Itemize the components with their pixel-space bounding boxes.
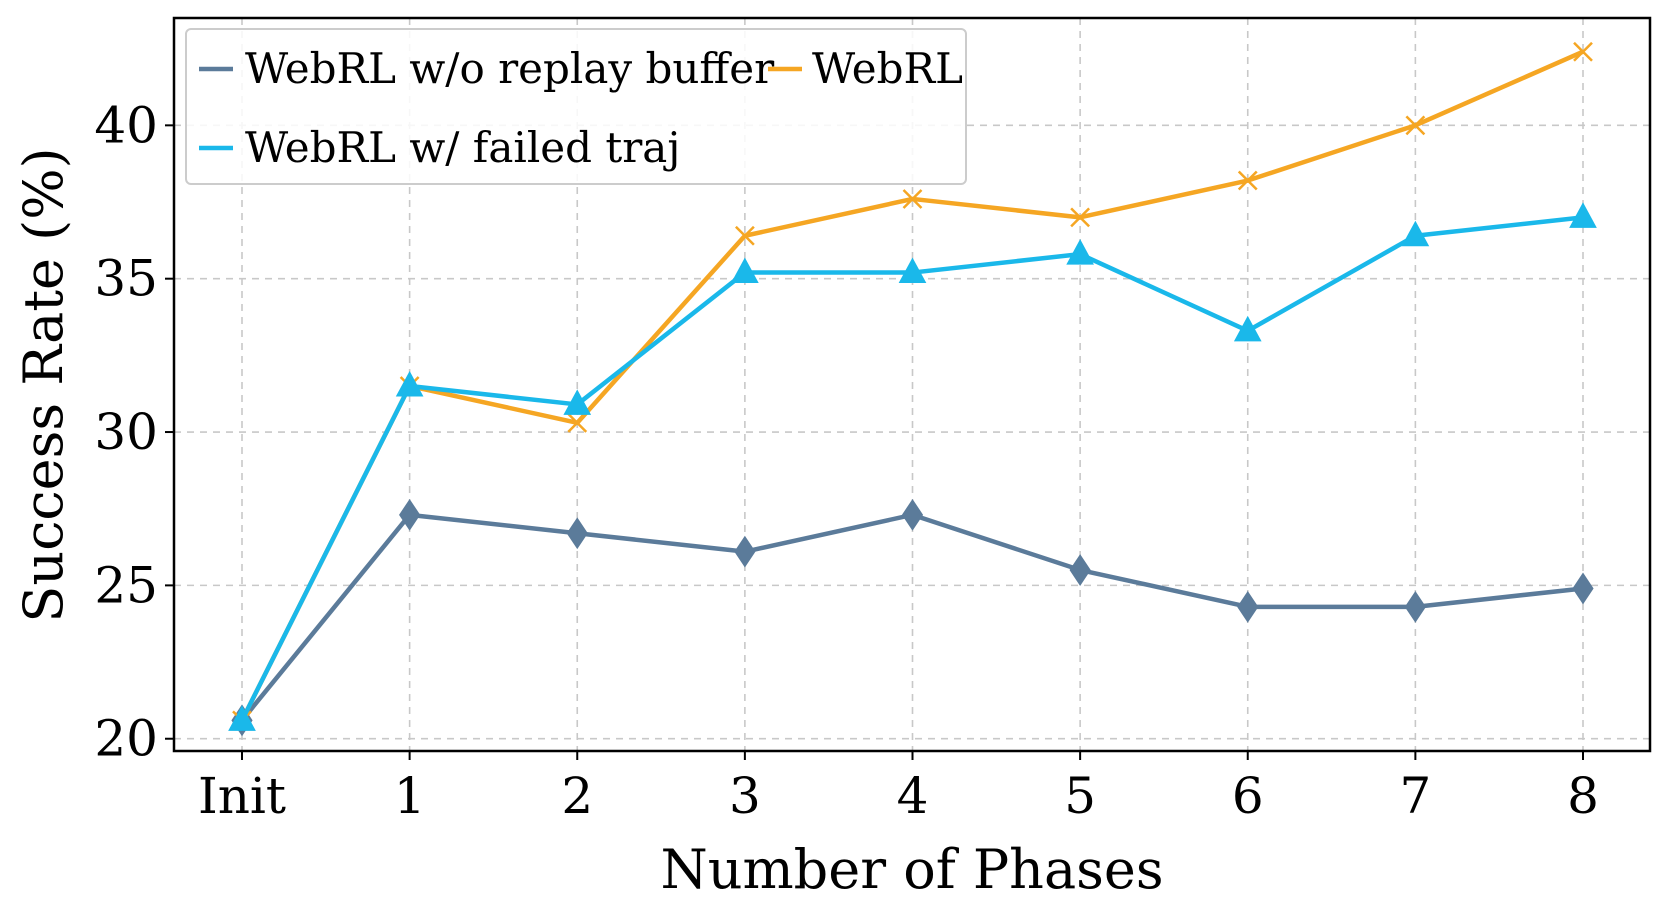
data-point-marker — [566, 517, 588, 550]
x-tick-label: 6 — [1232, 767, 1264, 825]
series-lines — [228, 41, 1597, 737]
data-point-marker — [902, 189, 923, 209]
data-point-marker — [1572, 572, 1594, 605]
legend-item: WebRL w/ failed traj — [199, 123, 680, 172]
y-tick-label: 30 — [94, 403, 158, 461]
x-tick-label: 8 — [1567, 767, 1599, 825]
x-tick-label: 1 — [394, 767, 426, 825]
data-point-marker — [399, 498, 421, 531]
data-point-marker — [898, 257, 927, 284]
legend-label: WebRL w/o replay buffer — [245, 44, 775, 93]
y-tick-label: 40 — [94, 96, 158, 154]
x-tick-label: 4 — [897, 767, 929, 825]
data-point-marker — [1405, 115, 1426, 136]
data-point-marker — [1069, 554, 1091, 586]
data-point-marker — [563, 389, 592, 415]
data-point-marker — [901, 498, 924, 531]
data-point-marker — [1237, 590, 1259, 623]
x-tick-label: 7 — [1399, 767, 1431, 825]
data-point-marker — [1573, 41, 1593, 62]
data-point-marker — [228, 705, 256, 731]
data-point-marker — [567, 412, 588, 433]
legend-item: WebRL w/o replay buffer — [199, 44, 775, 93]
data-point-marker — [734, 535, 756, 568]
data-point-marker — [395, 370, 424, 397]
y-tick-label: 20 — [94, 710, 158, 768]
x-tick-label: 3 — [729, 767, 761, 825]
data-point-marker — [1070, 207, 1091, 228]
x-axis-title: Number of Phases — [660, 838, 1163, 901]
legend-label: WebRL — [812, 44, 963, 93]
data-point-marker — [1237, 170, 1258, 191]
data-point-marker — [734, 225, 755, 246]
y-tick-label: 25 — [94, 556, 158, 614]
series-2 — [228, 202, 1597, 731]
legend-item: WebRL — [768, 44, 963, 93]
series-0 — [231, 498, 1594, 737]
legend-label: WebRL w/ failed traj — [245, 123, 680, 172]
data-point-marker — [1404, 590, 1426, 623]
y-tick-label: 35 — [94, 250, 158, 308]
data-point-marker — [1233, 315, 1262, 342]
axis-ticks: Init 1 2 3 4 5 6 7 8 20 25 30 35 40 — [94, 96, 1599, 825]
data-point-marker — [1569, 202, 1597, 228]
y-axis-title: Success Rate (%) — [12, 147, 75, 622]
data-point-marker — [1401, 220, 1430, 247]
x-tick-label: 5 — [1064, 767, 1096, 825]
data-point-marker — [731, 257, 759, 284]
x-tick-label: Init — [198, 767, 286, 825]
x-tick-label: 2 — [561, 767, 593, 825]
legend: WebRL w/o replay buffer WebRL WebRL w/ fai… — [185, 28, 967, 185]
data-point-marker — [1066, 239, 1094, 265]
